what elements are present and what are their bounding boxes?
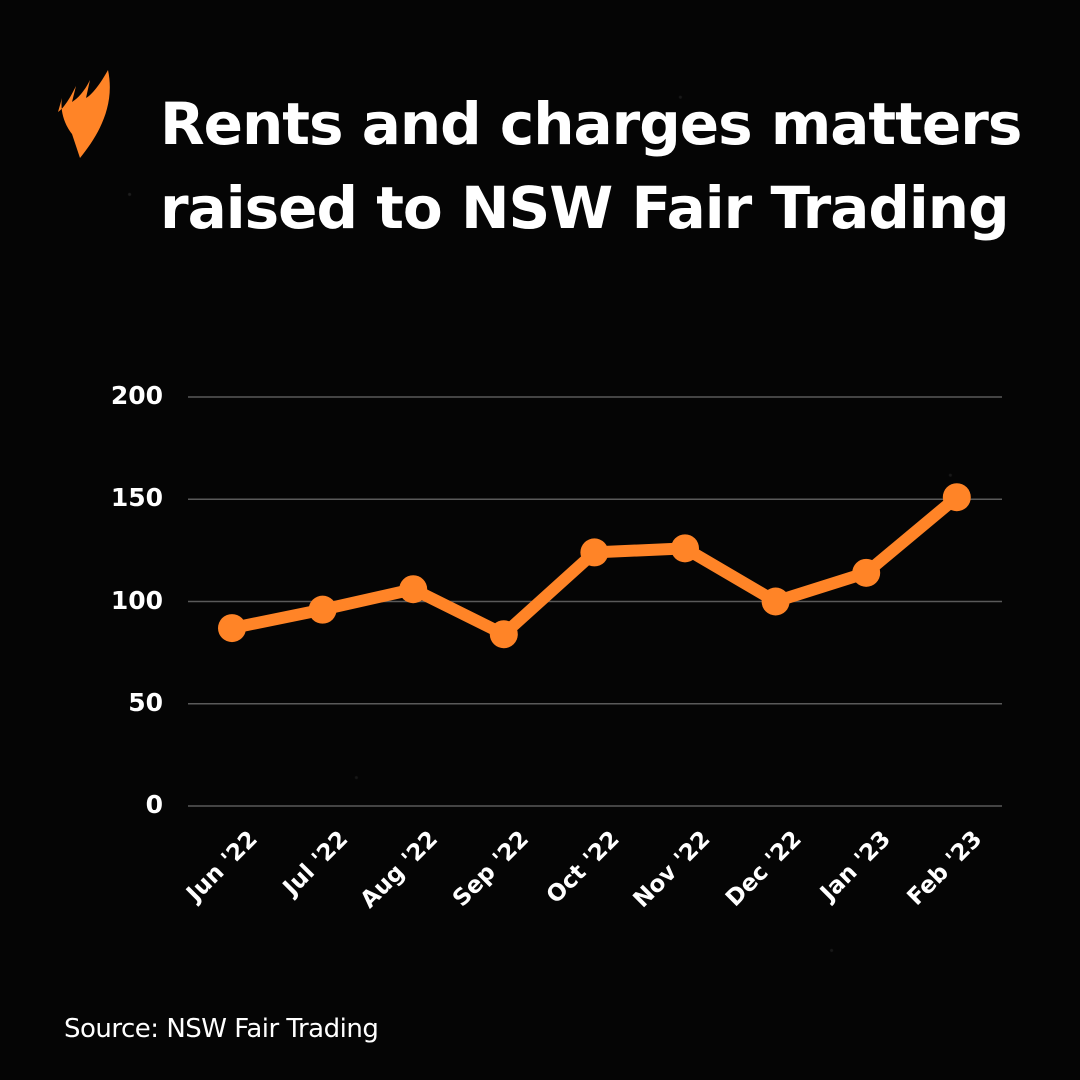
plot-area — [188, 396, 1002, 807]
data-point — [761, 587, 790, 616]
data-point — [580, 538, 609, 567]
data-point — [308, 595, 337, 624]
sbs-logo-icon — [58, 70, 110, 158]
y-tick-label: 100 — [110, 585, 163, 615]
chart-title: Rents and charges matters raised to NSW … — [160, 90, 1022, 242]
data-point — [218, 614, 246, 643]
y-tick-label: 0 — [145, 790, 163, 819]
data-point — [671, 534, 699, 563]
y-tick-label: 200 — [110, 381, 163, 410]
data-point — [852, 558, 881, 587]
data-point — [942, 483, 971, 512]
y-tick-label: 50 — [128, 687, 163, 717]
data-point — [399, 575, 428, 604]
data-point — [489, 620, 518, 649]
line-chart: 0 50 100 150 200 Jun '22 Jul '22 Aug '22 Sep '2… — [110, 381, 1002, 913]
source-note: Source: NSW Fair Trading — [64, 1014, 379, 1044]
y-tick-label: 150 — [110, 483, 163, 513]
